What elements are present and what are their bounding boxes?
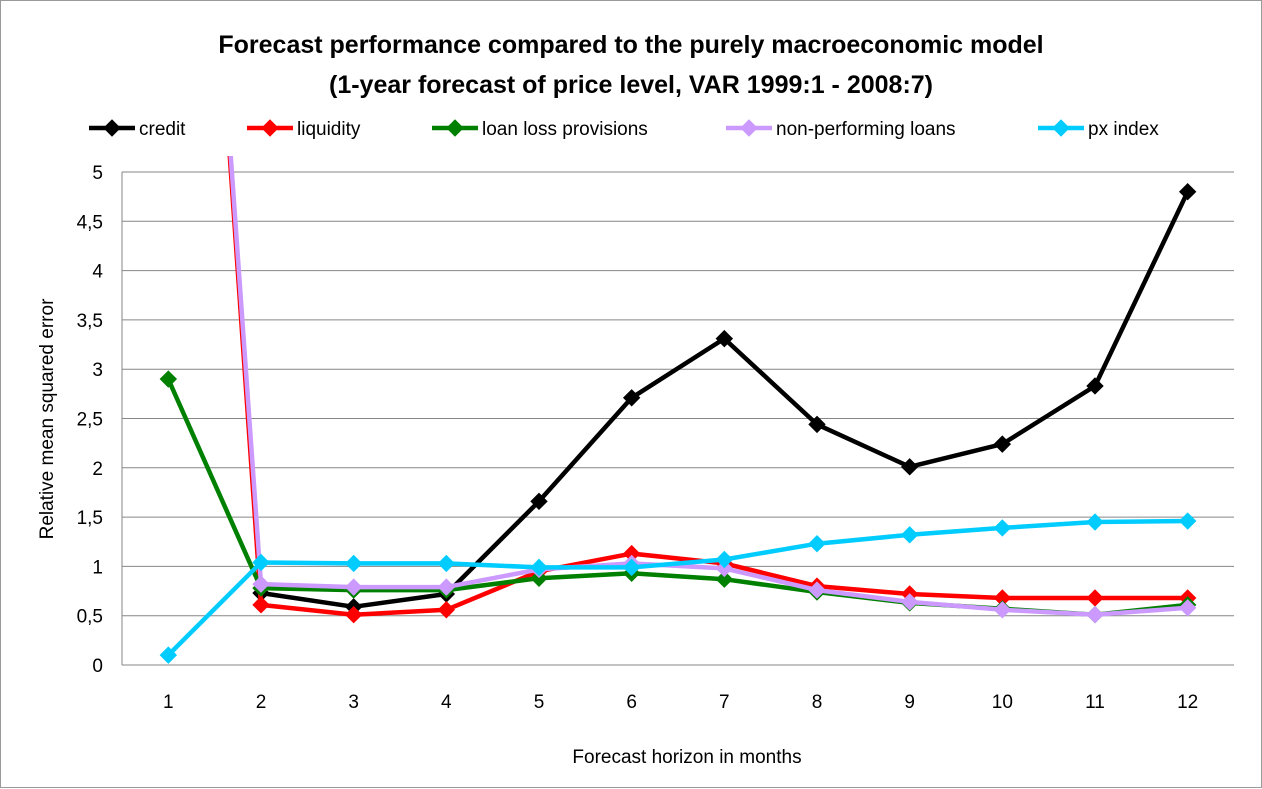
data-point xyxy=(1178,512,1197,530)
x-tick-label: 1 xyxy=(163,692,174,713)
data-point xyxy=(715,550,734,569)
chart-subtitle: (1-year forecast of price level, VAR 199… xyxy=(329,71,933,99)
data-point xyxy=(1086,606,1104,624)
x-tick-label: 4 xyxy=(441,692,452,713)
x-axis-ticks: 1 2 3 4 5 6 7 8 9 10 11 12 xyxy=(163,692,1198,713)
series-line xyxy=(166,378,1188,617)
series-line xyxy=(227,156,1188,617)
data-point xyxy=(622,389,641,407)
legend: credit liquidity loan loss provisions non-p… xyxy=(89,119,1159,140)
data-point xyxy=(437,554,456,573)
legend-label: non-performing loans xyxy=(776,119,956,140)
legend-marker xyxy=(261,119,279,137)
data-point xyxy=(900,458,919,476)
data-point xyxy=(622,558,641,577)
data-point xyxy=(437,578,456,596)
data-point xyxy=(993,601,1012,619)
y-tick-label: 4,5 xyxy=(77,212,103,233)
data-point xyxy=(900,526,919,544)
y-tick-label: 2 xyxy=(92,459,103,480)
y-tick-label: 3,5 xyxy=(77,311,103,332)
series-line xyxy=(228,156,1188,617)
x-tick-label: 2 xyxy=(256,692,267,713)
data-point xyxy=(252,596,270,614)
data-point xyxy=(1086,589,1104,607)
gridlines xyxy=(122,171,1234,617)
series-layer xyxy=(159,156,1197,664)
x-tick-label: 11 xyxy=(1085,692,1105,713)
legend-item-liquidity: liquidity xyxy=(247,119,361,140)
x-tick-label: 3 xyxy=(348,692,359,713)
x-tick-label: 9 xyxy=(904,692,915,713)
y-tick-label: 5 xyxy=(92,163,103,184)
x-tick-label: 5 xyxy=(534,692,545,713)
data-point xyxy=(252,553,270,572)
data-point xyxy=(1178,183,1197,201)
x-tick-label: 10 xyxy=(992,692,1013,713)
data-point xyxy=(530,558,548,577)
y-tick-label: 0 xyxy=(92,656,103,677)
legend-label: loan loss provisions xyxy=(482,119,648,140)
data-point xyxy=(900,593,919,611)
y-tick-label: 0,5 xyxy=(77,607,103,628)
chart-title: Forecast performance compared to the pur… xyxy=(218,31,1043,59)
x-tick-label: 6 xyxy=(626,692,637,713)
legend-item-loan-loss-provisions: loan loss provisions xyxy=(432,119,648,140)
axes xyxy=(121,172,1234,666)
y-tick-label: 1 xyxy=(92,557,103,578)
legend-item-credit: credit xyxy=(89,119,186,140)
x-tick-label: 7 xyxy=(719,692,730,713)
data-point xyxy=(530,492,548,511)
data-point xyxy=(1086,377,1104,395)
data-point xyxy=(159,370,178,388)
legend-item-non-performing-loans: non-performing loans xyxy=(726,119,956,140)
data-point xyxy=(344,554,363,573)
legend-label: px index xyxy=(1088,119,1159,140)
legend-marker xyxy=(103,119,121,137)
legend-marker xyxy=(446,119,464,137)
legend-label: liquidity xyxy=(297,119,361,140)
y-tick-label: 3 xyxy=(92,360,103,381)
x-tick-label: 8 xyxy=(812,692,823,713)
data-point xyxy=(808,581,826,599)
x-tick-label: 12 xyxy=(1177,692,1198,713)
legend-label: credit xyxy=(139,119,186,140)
data-point xyxy=(159,646,178,664)
data-point xyxy=(715,570,734,588)
data-point xyxy=(715,329,734,348)
data-point xyxy=(993,519,1012,537)
data-point xyxy=(1086,513,1104,531)
data-point xyxy=(530,569,548,587)
data-point xyxy=(344,578,363,596)
y-tick-label: 4 xyxy=(92,262,103,283)
legend-marker xyxy=(740,119,758,137)
series-px-index xyxy=(159,512,1197,664)
y-tick-label: 1,5 xyxy=(77,508,103,529)
series-line xyxy=(228,156,1190,610)
y-axis-title: Relative mean squared error xyxy=(37,298,58,539)
x-axis-title: Forecast horizon in months xyxy=(572,747,801,768)
data-point xyxy=(344,606,363,624)
series-line xyxy=(166,518,1188,657)
data-point xyxy=(808,415,826,434)
data-point xyxy=(808,535,826,553)
y-tick-label: 2,5 xyxy=(77,410,103,431)
legend-marker xyxy=(1052,119,1070,137)
data-point xyxy=(1178,599,1197,617)
legend-item-px-index: px index xyxy=(1038,119,1159,140)
y-axis-ticks: 0 0,5 1 1,5 2 2,5 3 3,5 4 4,5 5 xyxy=(77,163,104,677)
data-point xyxy=(252,575,270,593)
data-point xyxy=(715,559,734,578)
data-point xyxy=(993,435,1012,453)
data-point xyxy=(437,601,456,619)
